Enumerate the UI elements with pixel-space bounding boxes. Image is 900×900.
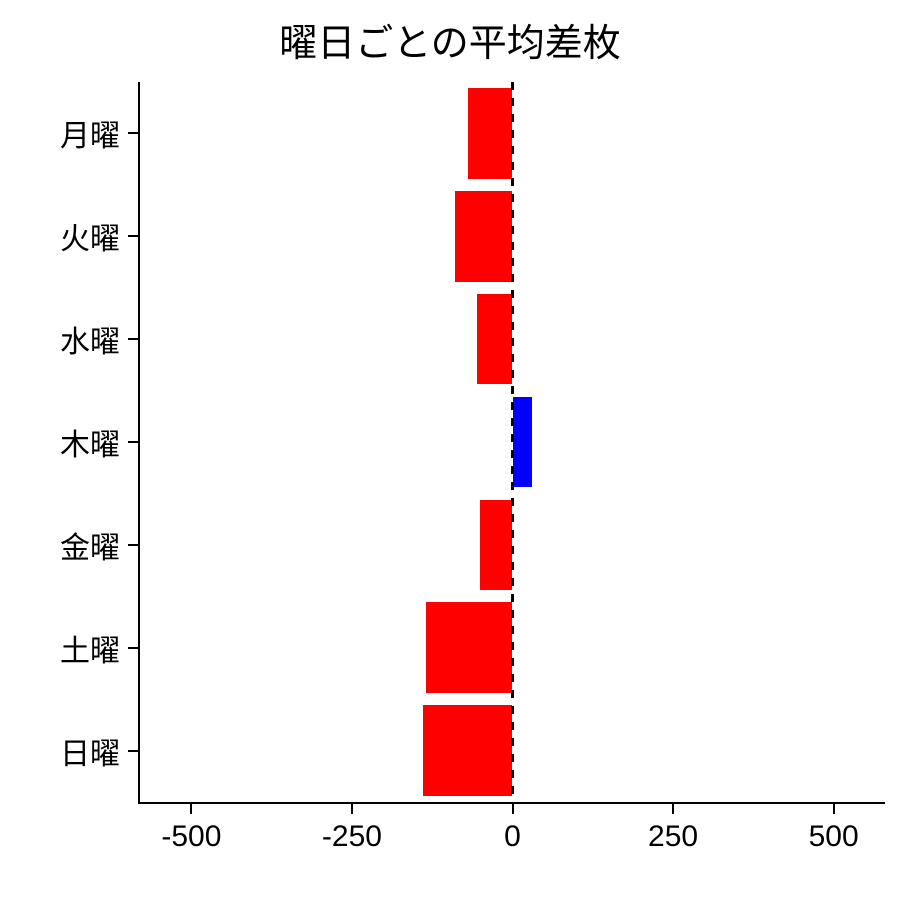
- x-tick-mark: [351, 804, 353, 814]
- y-tick-label: 土曜: [0, 626, 120, 670]
- x-tick-mark: [833, 804, 835, 814]
- y-tick-mark: [128, 750, 138, 752]
- x-tick-mark: [512, 804, 514, 814]
- bar: [455, 191, 513, 282]
- y-tick-label: 木曜: [0, 420, 120, 464]
- x-tick-mark: [672, 804, 674, 814]
- x-tick-label: 0: [504, 820, 521, 854]
- bar: [513, 397, 532, 488]
- x-tick-label: 500: [809, 820, 859, 854]
- y-tick-label: 月曜: [0, 111, 120, 155]
- y-tick-label: 火曜: [0, 214, 120, 258]
- y-tick-label: 水曜: [0, 317, 120, 361]
- x-tick-label: -250: [322, 820, 382, 854]
- y-tick-mark: [128, 338, 138, 340]
- y-tick-mark: [128, 235, 138, 237]
- bar: [477, 294, 512, 385]
- chart-title: 曜日ごとの平均差枚: [0, 12, 900, 67]
- y-tick-mark: [128, 132, 138, 134]
- plot-area: 月曜火曜水曜木曜金曜土曜日曜-500-2500250500: [140, 82, 885, 802]
- x-tick-label: 250: [648, 820, 698, 854]
- y-tick-mark: [128, 544, 138, 546]
- bar: [480, 500, 512, 591]
- bar: [426, 602, 513, 693]
- chart-container: 曜日ごとの平均差枚 月曜火曜水曜木曜金曜土曜日曜-500-2500250500: [0, 0, 900, 900]
- x-tick-mark: [190, 804, 192, 814]
- y-tick-mark: [128, 647, 138, 649]
- bar: [468, 88, 513, 179]
- y-tick-mark: [128, 441, 138, 443]
- bar: [423, 705, 513, 796]
- y-axis-line: [138, 82, 140, 802]
- x-tick-label: -500: [161, 820, 221, 854]
- y-tick-label: 日曜: [0, 729, 120, 773]
- y-tick-label: 金曜: [0, 523, 120, 567]
- zero-line: [511, 82, 514, 802]
